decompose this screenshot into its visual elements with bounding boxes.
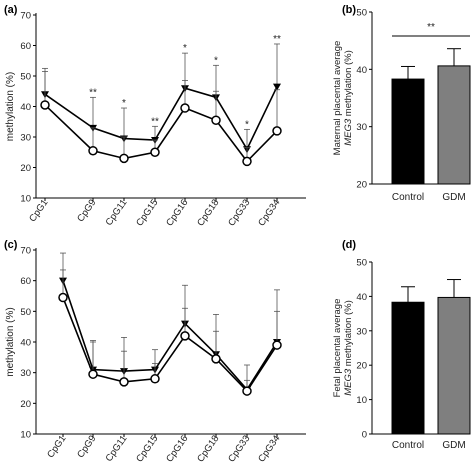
x-tick-label: CpG9 — [75, 197, 98, 224]
data-point — [119, 377, 129, 387]
data-point — [150, 147, 160, 157]
data-point — [180, 103, 190, 113]
significance-marker: * — [245, 119, 249, 130]
data-point — [180, 331, 190, 341]
y-tick-label: 30 — [356, 122, 367, 133]
x-tick-label: CpG11 — [104, 197, 130, 227]
y-tick-label: 30 — [20, 368, 31, 379]
data-point — [211, 354, 221, 364]
gene-name: MEG3 — [343, 368, 354, 396]
y-tick-label: 20 — [356, 361, 367, 372]
y-tick-label: 0 — [362, 430, 367, 441]
y-axis-label: methylation (%) — [5, 307, 16, 376]
bar-gdm — [437, 296, 471, 435]
y-tick-label: 50 — [356, 258, 367, 269]
y-axis-label-line1: Fetal placental average — [332, 299, 343, 398]
data-point — [88, 145, 98, 156]
data-point — [242, 386, 252, 396]
series-line — [44, 104, 278, 163]
significance-marker: ** — [427, 22, 435, 33]
y-axis-label-line1: Maternal placental average — [332, 41, 343, 156]
y-axis-label-line2: MEG3 methylation (%) — [343, 50, 354, 146]
y-tick-label: 20 — [20, 399, 31, 410]
x-tick-label: CpG33 — [226, 197, 252, 228]
x-tick-label: CpG9 — [75, 433, 98, 460]
x-tick-label: CpG33 — [226, 433, 252, 464]
y-tick-label: 60 — [20, 41, 31, 52]
x-tick-label: CpG16 — [164, 433, 190, 464]
series-2 — [58, 269, 282, 396]
panel-label: (a) — [4, 4, 18, 16]
data-point — [150, 374, 160, 384]
series-line — [62, 297, 278, 393]
y-tick-label: 30 — [356, 326, 367, 337]
y-tick-label: 20 — [356, 180, 367, 191]
x-category-label: Control — [392, 440, 424, 451]
data-point — [40, 100, 50, 110]
panel-label: (d) — [342, 239, 356, 251]
data-point — [272, 126, 282, 136]
y-tick-label: 10 — [20, 194, 31, 205]
y-tick-label: 40 — [20, 102, 31, 113]
y-tick-label: 40 — [356, 65, 367, 76]
y-tick-label: 40 — [20, 338, 31, 349]
x-tick-label: CpG34 — [256, 433, 282, 464]
x-category-label: Control — [392, 192, 424, 203]
bar-control — [391, 301, 425, 435]
series-line — [62, 280, 278, 391]
significance-marker: ** — [151, 116, 159, 127]
y-tick-label: 60 — [20, 276, 31, 287]
y-tick-label: 40 — [356, 292, 367, 303]
panel-c-line-chart: (c) 10 20 30 40 50 60 70 methylation (%) CpG1 CpG9… — [4, 239, 306, 464]
data-point — [211, 115, 221, 125]
panel-b-bar-chart: (b) 20 30 40 50 Maternal placental average MEG… — [332, 4, 471, 203]
data-point — [272, 340, 282, 350]
bar-gdm — [437, 65, 471, 185]
x-tick-label: CpG18 — [195, 197, 221, 228]
significance-marker: ** — [89, 87, 97, 98]
panel-label: (c) — [4, 239, 18, 251]
data-point — [58, 292, 68, 303]
x-tick-label: CpG11 — [104, 433, 130, 463]
y-tick-label: 50 — [20, 72, 31, 83]
y-tick-label: 10 — [356, 395, 367, 406]
x-tick-label: CpG15 — [134, 197, 160, 228]
y-tick-label: 70 — [20, 246, 31, 257]
series-2 — [40, 71, 282, 167]
series-line — [44, 86, 278, 151]
y-tick-label: 10 — [20, 430, 31, 441]
significance-marker: * — [214, 55, 218, 66]
panel-label: (b) — [342, 4, 356, 16]
x-tick-label: CpG16 — [164, 197, 190, 228]
y-axis-label-rest: methylation (%) — [343, 300, 354, 369]
x-tick-label: CpG34 — [256, 197, 282, 228]
data-point — [119, 153, 129, 164]
significance-marker: * — [183, 43, 187, 54]
data-point — [273, 83, 281, 91]
y-tick-label: 50 — [20, 307, 31, 318]
y-tick-label: 70 — [20, 11, 31, 22]
y-axis-label-line2: MEG3 methylation (%) — [343, 300, 354, 396]
significance-marker: ** — [273, 34, 281, 45]
x-tick-label: CpG1 — [45, 433, 68, 460]
y-tick-label: 50 — [356, 8, 367, 19]
gene-name: MEG3 — [343, 118, 354, 146]
x-tick-label: CpG18 — [195, 433, 221, 464]
x-category-label: GDM — [442, 440, 465, 451]
data-point — [242, 156, 252, 167]
x-tick-label: CpG15 — [134, 433, 160, 464]
panel-d-bar-chart: (d) 0 10 20 30 40 50 Fetal placental average MEG… — [332, 239, 471, 451]
y-tick-label: 20 — [20, 163, 31, 174]
y-axis-label-rest: methylation (%) — [343, 50, 354, 119]
bar-control — [391, 78, 425, 185]
significance-marker: * — [122, 98, 126, 109]
y-tick-label: 30 — [20, 133, 31, 144]
x-category-label: GDM — [442, 192, 465, 203]
y-axis-label: methylation (%) — [5, 72, 16, 141]
data-point — [88, 369, 98, 379]
series-1 — [41, 43, 281, 154]
